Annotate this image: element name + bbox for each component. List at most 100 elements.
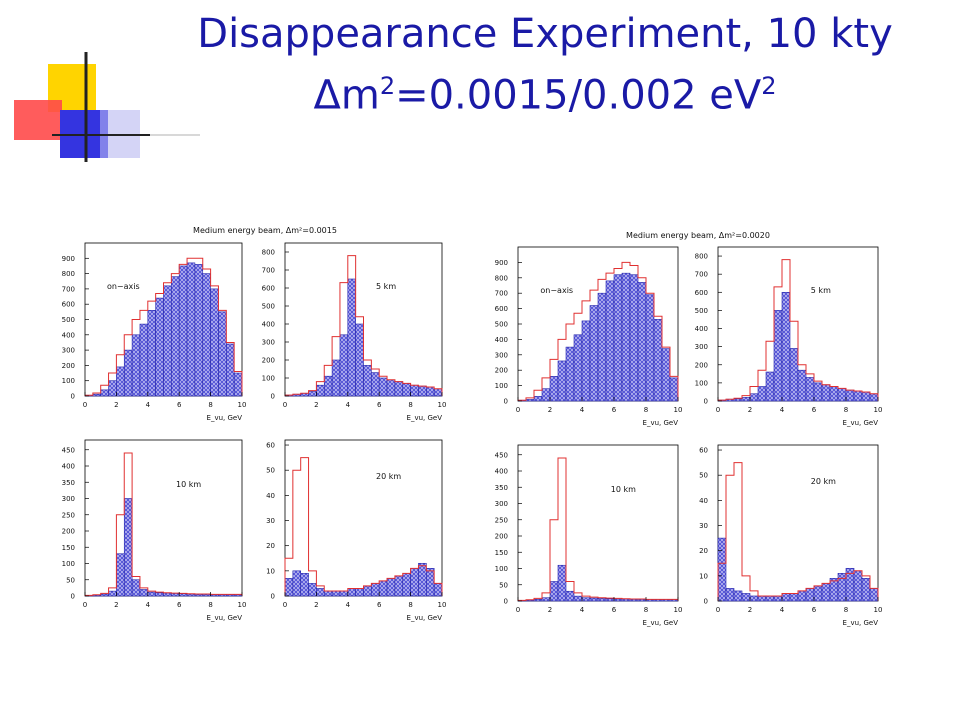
- x-axis-label: E_vu, GeV: [207, 414, 243, 422]
- oscillated-bar: [292, 570, 302, 597]
- oscillated-bar: [853, 390, 863, 402]
- panel-label: 5 km: [811, 286, 831, 295]
- x-axis-label: E_vu, GeV: [643, 419, 679, 427]
- y-tick-label: 300: [695, 343, 708, 351]
- y-tick-label: 0: [71, 393, 75, 401]
- chart-group-2: Medium energy beam, Δm²=0.00200100200300…: [495, 231, 883, 627]
- unoscillated-step-line: [284, 255, 443, 396]
- y-tick-label: 200: [62, 528, 75, 536]
- y-tick-label: 700: [695, 271, 708, 279]
- oscillated-bar: [363, 365, 372, 397]
- oscillated-bar: [186, 262, 196, 397]
- oscillated-bar: [425, 568, 435, 597]
- y-tick-label: 300: [262, 339, 275, 347]
- oscillated-bar: [869, 588, 879, 602]
- y-tick-label: 20: [266, 542, 275, 550]
- title-exp2: 2: [761, 72, 777, 100]
- oscillated-bar: [789, 593, 799, 602]
- y-tick-label: 0: [504, 598, 508, 606]
- oscillated-bar: [323, 590, 333, 597]
- oscillated-bar: [123, 498, 133, 597]
- y-tick-label: 900: [495, 259, 508, 267]
- oscillated-bar: [741, 593, 751, 602]
- oscillated-bar: [147, 591, 156, 597]
- x-tick-label: 8: [644, 406, 648, 414]
- oscillated-bar: [637, 599, 647, 602]
- x-tick-label: 10: [238, 601, 247, 609]
- x-tick-label: 2: [548, 406, 552, 414]
- x-tick-label: 10: [438, 601, 447, 609]
- oscillated-bar: [402, 573, 411, 597]
- oscillated-bar: [797, 369, 807, 402]
- oscillated-bar: [92, 393, 101, 397]
- oscillated-bar: [331, 590, 341, 597]
- y-tick-label: 400: [495, 336, 508, 344]
- panel-label: 10 km: [176, 480, 201, 489]
- oscillated-bar: [284, 578, 294, 597]
- x-axis-label: E_vu, GeV: [207, 614, 243, 622]
- oscillated-bar: [613, 274, 623, 402]
- x-tick-label: 4: [780, 406, 785, 414]
- panel-label: 20 km: [376, 472, 401, 481]
- y-tick-label: 10: [699, 572, 708, 580]
- oscillated-bar: [339, 334, 349, 397]
- x-axis-label: E_vu, GeV: [843, 619, 879, 627]
- oscillated-bar: [186, 593, 196, 597]
- x-tick-label: 0: [516, 606, 520, 614]
- y-tick-label: 800: [262, 249, 275, 257]
- oscillated-bar: [605, 598, 615, 602]
- oscillated-bar: [171, 593, 180, 597]
- chart-group-title: Medium energy beam, Δm²=0.0020: [626, 231, 770, 240]
- oscillated-bar: [757, 386, 767, 402]
- oscillated-bar: [861, 391, 871, 402]
- y-tick-label: 100: [62, 560, 75, 568]
- y-tick-label: 150: [495, 549, 508, 557]
- oscillated-bar: [557, 360, 567, 402]
- oscillated-bar: [581, 597, 591, 602]
- y-tick-label: 250: [495, 516, 508, 524]
- oscillated-bar: [869, 393, 879, 402]
- histogram-panel: 0 100 200 300 400 500 600 700 800 900 0 2 4 6 8 10 E_vu,…: [495, 246, 683, 427]
- y-tick-label: 0: [271, 393, 275, 401]
- oscillated-bar: [765, 595, 775, 602]
- oscillated-bar: [669, 377, 679, 402]
- oscillated-bar: [155, 297, 164, 397]
- oscillated-bar: [629, 599, 639, 602]
- oscillated-bar: [363, 585, 372, 597]
- y-tick-label: 600: [495, 305, 508, 313]
- y-tick-label: 200: [495, 533, 508, 541]
- x-tick-label: 2: [748, 406, 752, 414]
- oscillated-bar: [316, 384, 325, 397]
- y-tick-label: 100: [695, 379, 708, 387]
- oscillated-bar: [194, 594, 204, 597]
- y-tick-label: 700: [262, 267, 275, 275]
- y-tick-label: 30: [699, 522, 708, 530]
- x-tick-label: 4: [346, 401, 351, 409]
- title-delta: Δ: [313, 72, 341, 119]
- oscillated-bar: [410, 568, 419, 597]
- histogram-panel: 0 100 200 300 400 500 600 700 800 0 2 4 6 8 10 E_vu, Ge…: [262, 242, 446, 422]
- x-tick-label: 6: [812, 406, 817, 414]
- y-tick-label: 500: [62, 316, 75, 324]
- oscillated-bar: [837, 388, 847, 402]
- x-tick-label: 10: [674, 406, 683, 414]
- x-tick-label: 4: [580, 606, 585, 614]
- y-tick-label: 150: [62, 544, 75, 552]
- oscillated-bar: [394, 381, 404, 397]
- x-tick-label: 0: [83, 601, 87, 609]
- oscillated-bar: [347, 588, 356, 597]
- oscillated-bar: [813, 382, 823, 402]
- y-tick-label: 0: [71, 593, 75, 601]
- y-tick-label: 60: [266, 442, 275, 450]
- y-tick-label: 600: [695, 289, 708, 297]
- oscillated-bar: [813, 585, 823, 602]
- oscillated-bar: [773, 595, 783, 602]
- oscillated-bar: [116, 366, 125, 397]
- oscillated-bar: [308, 583, 317, 597]
- unoscillated-step-line: [84, 257, 243, 396]
- y-tick-label: 0: [504, 398, 508, 406]
- y-tick-label: 900: [62, 255, 75, 263]
- x-axis-label: E_vu, GeV: [843, 419, 879, 427]
- x-tick-label: 6: [612, 406, 617, 414]
- oscillated-bar: [171, 276, 180, 397]
